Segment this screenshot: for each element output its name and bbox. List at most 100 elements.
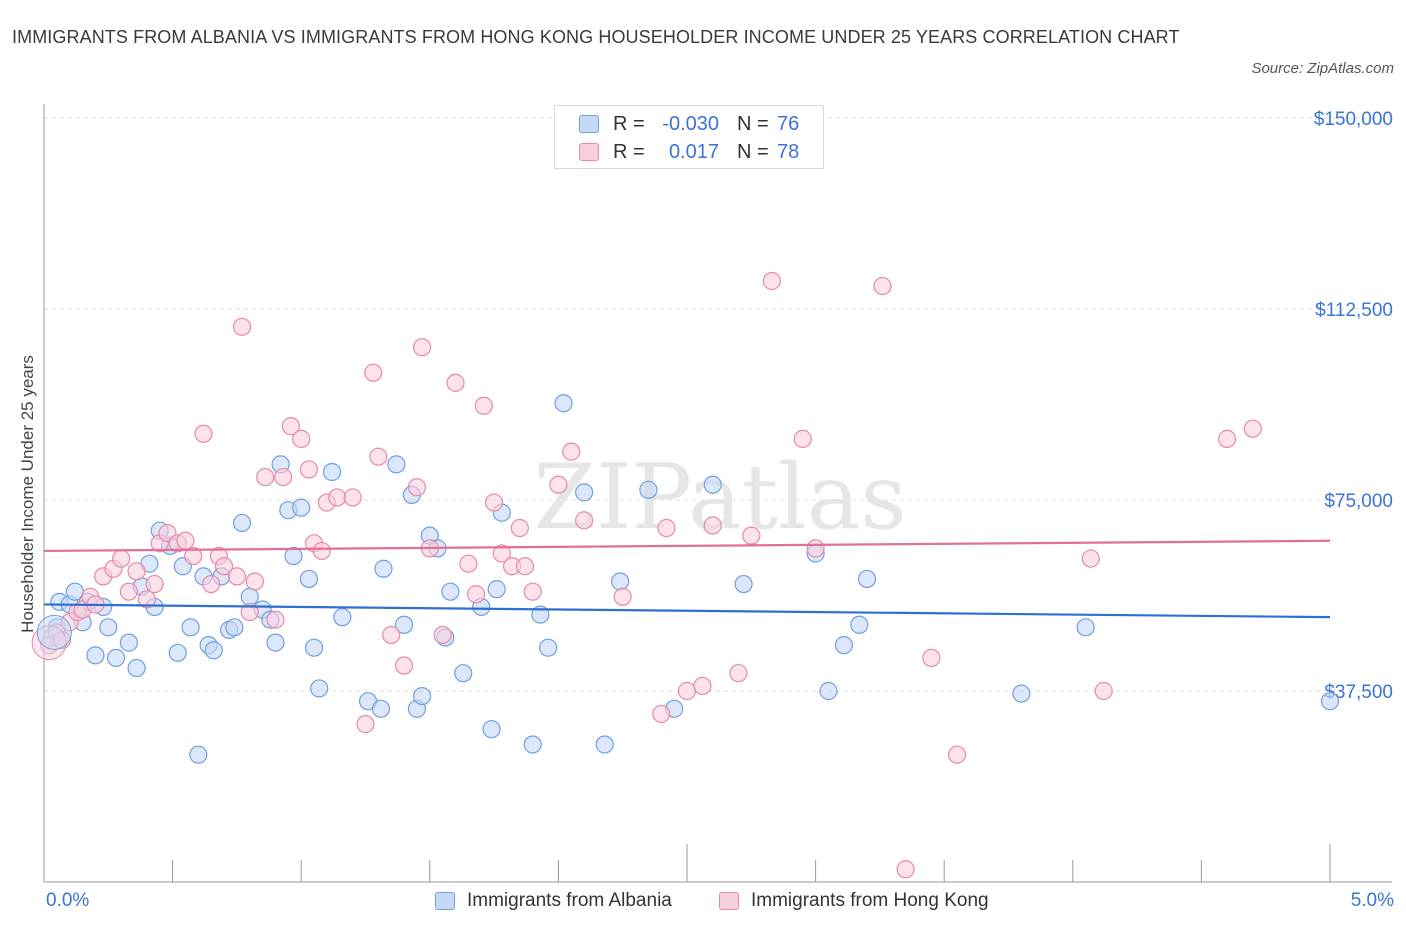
r-value: 0.017 — [668, 140, 719, 163]
point-hongkong — [466, 585, 486, 604]
point-albania — [1012, 684, 1031, 703]
trend-lines — [43, 539, 1331, 619]
point-albania — [284, 546, 303, 566]
trend-line-hongkong — [43, 539, 1331, 553]
n-label: N = — [737, 112, 769, 135]
point-hongkong — [762, 271, 781, 291]
point-hongkong — [947, 745, 967, 764]
point-hongkong — [515, 557, 535, 576]
point-albania — [240, 587, 259, 606]
y-tick-label: $75,000 — [1324, 491, 1393, 512]
point-hongkong — [240, 602, 259, 622]
legend-item-hongkong[interactable]: Immigrants from Hong Kong — [719, 890, 989, 912]
point-hongkong — [492, 544, 511, 563]
point-hongkong — [677, 681, 697, 701]
y-axis-label: Householder Income Under 25 years — [18, 355, 37, 633]
point-hongkong — [657, 518, 676, 538]
stats-swatch-albania — [579, 115, 599, 133]
point-hongkong — [194, 424, 213, 443]
point-albania — [412, 686, 432, 706]
point-hongkong — [312, 541, 331, 561]
stats-box: R = -0.030 N = 76 R = 0.017 N = 78 — [554, 105, 824, 169]
point-albania — [595, 735, 614, 754]
point-albania — [394, 615, 414, 634]
point-hongkong — [652, 704, 671, 724]
point-hongkong — [266, 610, 285, 629]
axes — [43, 104, 1392, 883]
stats-swatch-hongkong — [579, 143, 599, 161]
point-hongkong — [474, 396, 493, 415]
point-albania — [487, 580, 506, 599]
point-albania — [86, 646, 105, 665]
point-hongkong — [382, 625, 401, 645]
point-hongkong — [394, 656, 414, 675]
point-albania — [819, 681, 838, 701]
point-hongkong — [562, 442, 581, 461]
r-label: R = — [613, 112, 645, 135]
y-tick-label: $37,500 — [1324, 682, 1393, 703]
point-hongkong — [693, 676, 712, 696]
point-albania — [454, 664, 473, 683]
legend-label-hongkong: Immigrants from Hong Kong — [751, 890, 989, 911]
point-hongkong — [214, 557, 234, 576]
data-points — [31, 271, 1340, 879]
trend-line-albania — [43, 603, 1331, 619]
point-albania — [310, 679, 329, 698]
point-albania — [127, 658, 146, 678]
chart-title: IMMIGRANTS FROM ALBANIA VS IMMIGRANTS FR… — [12, 27, 1180, 47]
point-albania — [371, 699, 391, 718]
point-hongkong — [274, 467, 293, 487]
point-hongkong — [896, 860, 915, 879]
point-hongkong — [137, 590, 156, 609]
point-albania — [36, 614, 72, 650]
point-hongkong — [1081, 549, 1100, 568]
point-hongkong — [575, 511, 594, 530]
point-hongkong — [369, 447, 388, 466]
point-albania — [374, 559, 393, 578]
legend-swatch-albania — [435, 892, 455, 910]
point-albania — [119, 633, 138, 652]
point-albania — [639, 480, 658, 499]
point-hongkong — [127, 562, 146, 581]
point-hongkong — [433, 625, 452, 645]
stats-row-hongkong: R = 0.017 N = 78 — [579, 138, 799, 166]
point-hongkong — [112, 549, 131, 568]
point-hongkong — [922, 648, 941, 667]
point-albania — [181, 618, 200, 637]
point-hongkong — [523, 582, 542, 601]
point-albania — [857, 569, 877, 589]
point-hongkong — [232, 317, 252, 336]
point-albania — [482, 720, 501, 739]
point-albania — [554, 394, 573, 413]
point-albania — [441, 582, 460, 601]
source-label: Source: ZipAtlas.com — [1251, 60, 1394, 77]
legend-item-albania[interactable]: Immigrants from Albania — [435, 890, 672, 912]
x-tick-label-max: 5.0% — [1350, 890, 1394, 911]
point-hongkong — [343, 488, 362, 507]
point-hongkong — [299, 460, 319, 479]
point-hongkong — [459, 554, 478, 573]
legend: Immigrants from Albania Immigrants from … — [0, 886, 1406, 918]
n-value: 78 — [777, 140, 800, 163]
point-albania — [850, 615, 869, 634]
point-albania — [322, 462, 342, 482]
point-albania — [232, 513, 252, 533]
point-hongkong — [1094, 681, 1113, 701]
n-label: N = — [737, 140, 769, 163]
point-albania — [834, 636, 853, 655]
y-tick-label: $112,500 — [1315, 300, 1393, 321]
point-hongkong — [873, 276, 892, 296]
point-hongkong — [407, 478, 427, 497]
stats-row-albania: R = -0.030 N = 76 — [579, 110, 799, 138]
point-hongkong — [292, 429, 311, 448]
point-hongkong — [1243, 419, 1262, 438]
point-hongkong — [364, 363, 383, 382]
point-hongkong — [446, 373, 465, 392]
point-albania — [575, 483, 594, 502]
point-albania — [734, 574, 753, 594]
point-albania — [299, 569, 319, 589]
point-albania — [189, 745, 208, 764]
point-albania — [225, 618, 244, 637]
point-hongkong — [176, 531, 195, 550]
